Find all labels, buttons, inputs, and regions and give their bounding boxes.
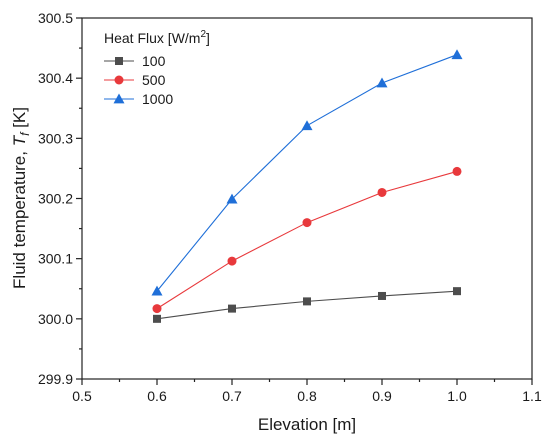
data-point-100	[228, 304, 236, 313]
legend-item-500: 500	[104, 72, 166, 88]
y-axis-title-unit: [K]	[10, 107, 29, 133]
data-point-1000	[151, 285, 163, 296]
y-axis: 299.9 300.0 300.1 300.2 300.3 300.4 300.5	[38, 10, 82, 387]
data-point-1000	[226, 193, 238, 204]
y-axis-title-main: Fluid temperature,	[10, 146, 29, 289]
data-point-100	[453, 287, 461, 296]
legend-title: Heat Flux [W/m2]	[104, 29, 210, 46]
data-point-100	[378, 291, 386, 300]
legend-title-end: ]	[206, 30, 210, 46]
legend-label: 500	[142, 72, 166, 88]
y-tick-label: 300.3	[38, 130, 73, 146]
y-axis-title-subscript: f	[18, 131, 32, 136]
data-point-500	[152, 304, 162, 314]
data-point-1000	[376, 77, 388, 88]
x-axis-title: Elevation [m]	[258, 415, 356, 434]
x-tick-label: 1.1	[522, 388, 542, 404]
x-tick-label: 1.0	[447, 388, 467, 404]
x-tick-label: 0.9	[372, 388, 392, 404]
legend-marker	[113, 93, 125, 104]
data-point-100	[153, 314, 161, 323]
data-point-500	[227, 256, 237, 266]
y-tick-label: 300.2	[38, 191, 73, 207]
legend-item-100: 100	[104, 53, 166, 69]
legend-item-1000: 1000	[104, 91, 173, 107]
series-layer	[151, 49, 463, 323]
y-tick-label: 300.4	[38, 70, 73, 86]
y-tick-label: 300.1	[38, 251, 73, 267]
data-point-100	[303, 297, 311, 306]
legend-label: 100	[142, 53, 166, 69]
data-point-500	[452, 166, 462, 176]
x-axis: 0.5 0.6 0.7 0.8 0.9 1.0 1.1	[72, 379, 542, 404]
legend-marker	[115, 57, 123, 65]
series-1000	[151, 49, 463, 296]
y-axis-title-symbol: T	[10, 134, 29, 146]
data-point-1000	[301, 120, 313, 131]
data-point-500	[377, 187, 387, 197]
legend-items: 100 500 1000	[104, 53, 173, 107]
legend-marker	[114, 75, 124, 85]
y-tick-label: 300.0	[38, 311, 73, 327]
series-100	[153, 287, 461, 323]
legend-label: 1000	[142, 91, 173, 107]
series-500	[152, 166, 462, 314]
legend-title-main: Heat Flux [W/m	[104, 30, 200, 46]
data-point-1000	[451, 49, 463, 60]
x-tick-label: 0.6	[147, 388, 167, 404]
y-tick-label: 299.9	[38, 371, 73, 387]
x-tick-label: 0.7	[222, 388, 242, 404]
legend-title-superscript: 2	[200, 29, 206, 40]
y-axis-title: Fluid temperature, Tf [K]	[10, 107, 32, 289]
series-line-500	[156, 170, 458, 310]
data-point-500	[302, 218, 312, 228]
x-tick-label: 0.8	[297, 388, 317, 404]
y-tick-label: 300.5	[38, 10, 73, 26]
legend: Heat Flux [W/m2] 100 500 1000	[104, 29, 210, 107]
x-tick-label: 0.5	[72, 388, 92, 404]
series-line-1000	[156, 54, 458, 292]
